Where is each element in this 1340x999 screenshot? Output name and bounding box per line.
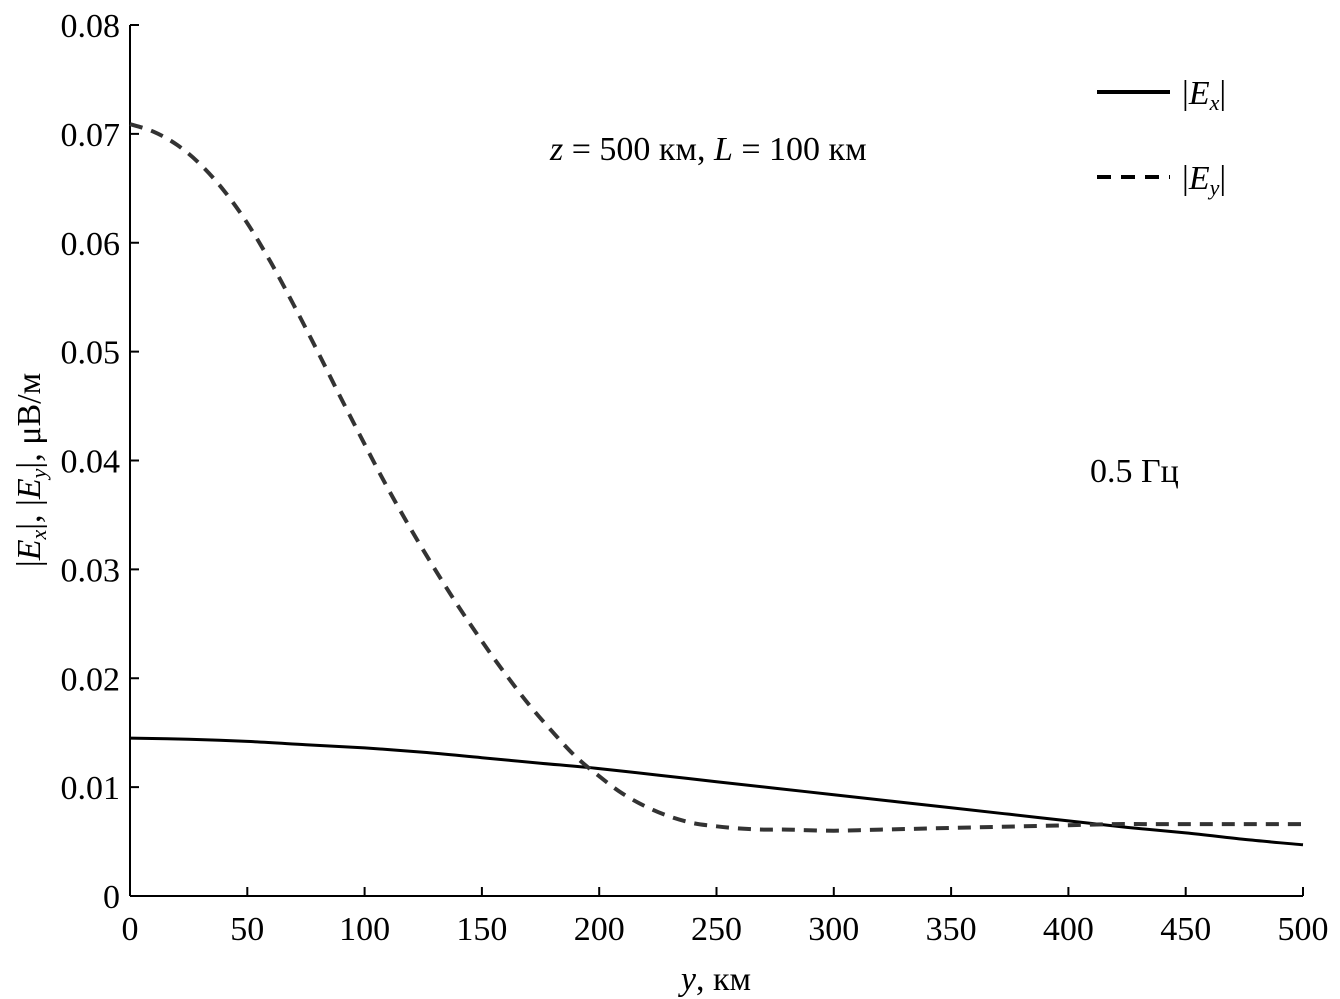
y-tick-label: 0.05 — [61, 335, 121, 372]
legend: |Ex| |Ey| — [1097, 75, 1226, 200]
params-annotation: z = 500 км, L = 100 км — [549, 131, 867, 168]
y-tick-label: 0.06 — [61, 226, 121, 263]
x-tick-label: 0 — [122, 911, 139, 948]
x-tick-label: 300 — [808, 911, 859, 948]
series-layer — [129, 122, 1304, 847]
x-tick-label: 450 — [1160, 911, 1211, 948]
x-axis-title: y, км — [678, 961, 751, 998]
y-tick-label: 0 — [103, 879, 120, 916]
x-tick-label: 150 — [456, 911, 507, 948]
y-tick-label: 0.01 — [61, 770, 121, 807]
frequency-annotation: 0.5 Гц — [1090, 453, 1179, 490]
x-tick-label: 400 — [1043, 911, 1094, 948]
y-tick-label: 0.03 — [61, 552, 121, 589]
y-tick-label: 0.07 — [61, 117, 121, 154]
y-axis-ticks: 0 0.01 0.02 0.03 0.04 0.05 0.06 0.07 0.08 — [61, 8, 139, 916]
series-line-ey — [129, 122, 1303, 833]
y-tick-label: 0.04 — [61, 444, 121, 481]
y-tick-label: 0.02 — [61, 661, 121, 698]
y-axis-title: |Ex|, |Ey|, μВ/м — [11, 373, 51, 567]
x-tick-label: 100 — [339, 911, 390, 948]
legend-label-ex: |Ex| — [1182, 75, 1226, 115]
y-tick-label: 0.08 — [61, 8, 121, 45]
x-axis-ticks: 0 50 100 150 200 250 300 350 400 450 500 — [122, 887, 1329, 948]
legend-label-ey: |Ey| — [1182, 160, 1226, 200]
x-tick-label: 350 — [926, 911, 977, 948]
x-tick-label: 200 — [574, 911, 625, 948]
x-tick-label: 50 — [230, 911, 264, 948]
x-tick-label: 500 — [1278, 911, 1329, 948]
x-tick-label: 250 — [691, 911, 742, 948]
series-line-ex — [129, 736, 1304, 847]
